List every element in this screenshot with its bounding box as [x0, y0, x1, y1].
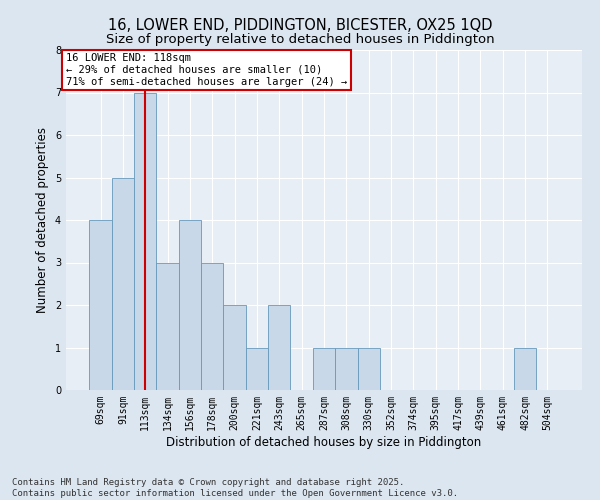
Bar — [157, 262, 179, 390]
Bar — [112, 178, 134, 390]
Bar — [358, 348, 380, 390]
Bar — [179, 220, 201, 390]
Bar — [89, 220, 112, 390]
Text: Size of property relative to detached houses in Piddington: Size of property relative to detached ho… — [106, 32, 494, 46]
Bar — [201, 262, 223, 390]
Text: Contains HM Land Registry data © Crown copyright and database right 2025.
Contai: Contains HM Land Registry data © Crown c… — [12, 478, 458, 498]
Text: 16, LOWER END, PIDDINGTON, BICESTER, OX25 1QD: 16, LOWER END, PIDDINGTON, BICESTER, OX2… — [108, 18, 492, 32]
Text: 16 LOWER END: 118sqm
← 29% of detached houses are smaller (10)
71% of semi-detac: 16 LOWER END: 118sqm ← 29% of detached h… — [66, 54, 347, 86]
Bar — [246, 348, 268, 390]
X-axis label: Distribution of detached houses by size in Piddington: Distribution of detached houses by size … — [166, 436, 482, 448]
Bar — [514, 348, 536, 390]
Bar — [268, 305, 290, 390]
Bar — [313, 348, 335, 390]
Bar — [134, 92, 157, 390]
Bar — [335, 348, 358, 390]
Bar — [223, 305, 246, 390]
Y-axis label: Number of detached properties: Number of detached properties — [37, 127, 49, 313]
